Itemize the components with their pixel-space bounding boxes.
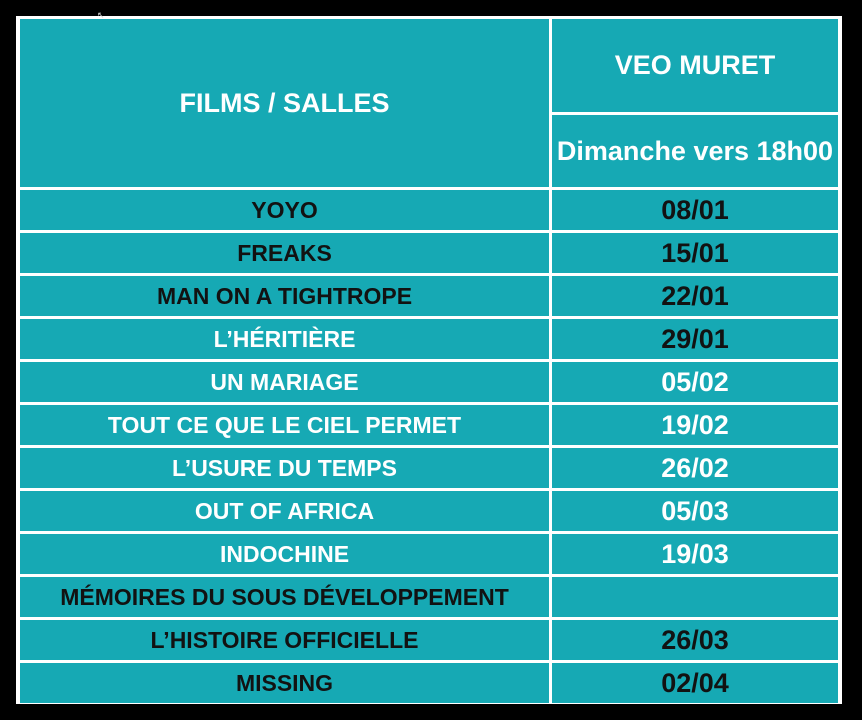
schedule-table: FILMS / SALLES VEO MURET Dimanche vers 1… [17, 16, 841, 706]
screening-date: 29/01 [552, 319, 838, 359]
film-title: L’HÉRITIÈRE [20, 319, 549, 359]
venue-header: VEO MURET [552, 19, 838, 112]
table-row: TOUT CE QUE LE CIEL PERMET 19/02 [20, 405, 838, 445]
film-title: L’USURE DU TEMPS [20, 448, 549, 488]
header-row: FILMS / SALLES VEO MURET [20, 19, 838, 187]
screening-date: 02/04 [552, 663, 838, 703]
table-row: MÉMOIRES DU SOUS DÉVELOPPEMENT [20, 577, 838, 617]
screening-date: 08/01 [552, 190, 838, 230]
screening-date: 19/03 [552, 534, 838, 574]
table-row: MISSING 02/04 [20, 663, 838, 703]
table-row: OUT OF AFRICA 05/03 [20, 491, 838, 531]
film-title: OUT OF AFRICA [20, 491, 549, 531]
table-row: UN MARIAGE 05/02 [20, 362, 838, 402]
screening-date [552, 577, 838, 617]
table-row: L’HISTOIRE OFFICIELLE 26/03 [20, 620, 838, 660]
film-title: TOUT CE QUE LE CIEL PERMET [20, 405, 549, 445]
film-title: YOYO [20, 190, 549, 230]
table-row: L’HÉRITIÈRE 29/01 [20, 319, 838, 359]
film-title: MÉMOIRES DU SOUS DÉVELOPPEMENT [20, 577, 549, 617]
film-title: UN MARIAGE [20, 362, 549, 402]
screening-date: 15/01 [552, 233, 838, 273]
subheader-row: Dimanche vers 18h00 [20, 115, 838, 187]
table-row: L’USURE DU TEMPS 26/02 [20, 448, 838, 488]
screening-date: 26/03 [552, 620, 838, 660]
film-title: MAN ON A TIGHTROPE [20, 276, 549, 316]
screening-date: 19/02 [552, 405, 838, 445]
screening-date: 05/02 [552, 362, 838, 402]
table-row: YOYO 08/01 [20, 190, 838, 230]
films-header: FILMS / SALLES [20, 19, 549, 187]
schedule-frame: FILMS / SALLES VEO MURET Dimanche vers 1… [16, 16, 842, 704]
screening-date: 05/03 [552, 491, 838, 531]
table-row: FREAKS 15/01 [20, 233, 838, 273]
film-title: MISSING [20, 663, 549, 703]
screening-date: 26/02 [552, 448, 838, 488]
screening-date: 22/01 [552, 276, 838, 316]
film-title: FREAKS [20, 233, 549, 273]
schedule-header: Dimanche vers 18h00 [552, 115, 838, 187]
film-title: L’HISTOIRE OFFICIELLE [20, 620, 549, 660]
table-row: INDOCHINE 19/03 [20, 534, 838, 574]
film-title: INDOCHINE [20, 534, 549, 574]
table-row: MAN ON A TIGHTROPE 22/01 [20, 276, 838, 316]
mouse-cursor-icon: ↖ [97, 11, 105, 21]
